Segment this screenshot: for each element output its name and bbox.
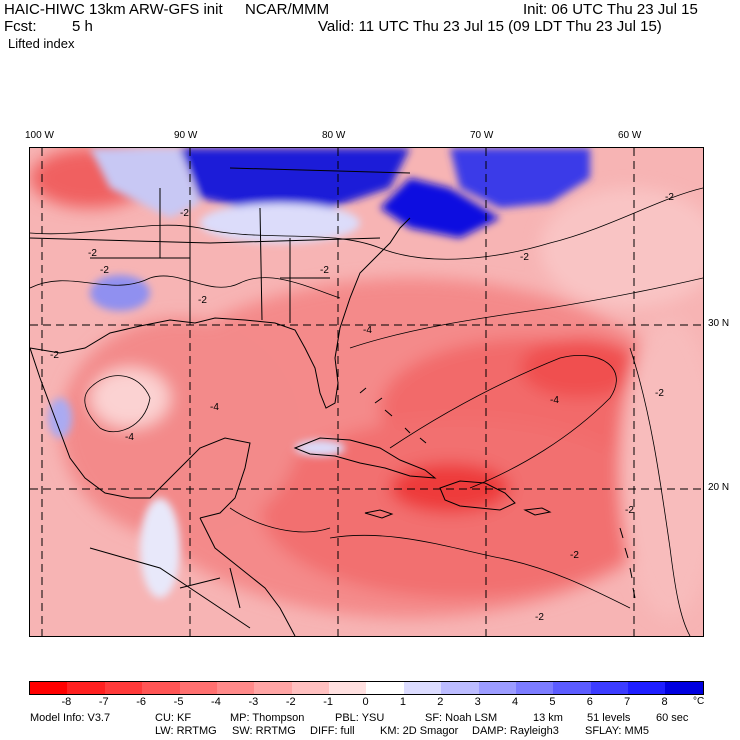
colorbar-tick-label: -5 [173, 696, 184, 708]
forecast-label: Fcst: [4, 18, 37, 35]
contour-label: -2 [520, 252, 529, 263]
contour-label: -2 [198, 295, 207, 306]
lon-label-80w: 80 W [322, 130, 346, 141]
li-contours [30, 187, 703, 636]
init-time: Init: 06 UTC Thu 23 Jul 15 [523, 1, 698, 18]
contour-label: -2 [665, 192, 674, 203]
footer-mp: MP: Thompson [230, 712, 305, 724]
contour-label: -2 [320, 265, 329, 276]
colorbar-cell [665, 682, 703, 694]
colorbar-cell [216, 682, 255, 694]
contour-label: -4 [210, 402, 219, 413]
lat-label-20n: 20 N [708, 482, 730, 493]
contour-label: -4 [125, 432, 134, 443]
colorbar-tick-label: 5 [549, 696, 556, 708]
field-name: Lifted index [8, 36, 75, 51]
footer-damp: DAMP: Rayleigh3 [472, 725, 559, 737]
colorbar-tick-label: 8 [661, 696, 668, 708]
organization: NCAR/MMM [245, 1, 330, 18]
contour-label: -4 [550, 395, 559, 406]
forecast-hour: 5 h [72, 18, 93, 35]
colorbar-tick-label: 1 [399, 696, 406, 708]
contour-label: -4 [363, 325, 372, 336]
colorbar-cell [403, 682, 442, 694]
valid-time: Valid: 11 UTC Thu 23 Jul 15 (09 LDT Thu … [318, 18, 662, 35]
lon-label-100w: 100 W [25, 130, 54, 141]
footer-sf: SF: Noah LSM [425, 712, 498, 724]
footer-sflay: SFLAY: MM5 [585, 725, 649, 737]
contour-label: -2 [655, 388, 664, 399]
colorbar-cell [254, 682, 292, 694]
footer-resolution: 13 km [533, 712, 563, 724]
map-canvas: -2 -2 -2 -2 -2 -2 -2 -2 -4 -4 -4 -4 -2 -… [30, 148, 703, 636]
contour-label: -2 [570, 550, 579, 561]
contour-label: -2 [88, 248, 97, 259]
footer-lw: LW: RRTMG [155, 725, 217, 737]
colorbar-tick-label: -6 [136, 696, 147, 708]
colorbar-tick-label: -3 [248, 696, 259, 708]
lifted-index-map: -2 -2 -2 -2 -2 -2 -2 -2 -4 -4 -4 -4 -2 -… [29, 147, 704, 637]
instability-shading [30, 148, 703, 618]
colorbar-cell [67, 682, 105, 694]
lon-label-60w: 60 W [618, 130, 642, 141]
colorbar-cell [329, 682, 367, 694]
contour-label: -2 [100, 265, 109, 276]
colorbar-tick-label: 3 [474, 696, 481, 708]
contour-label: -2 [50, 350, 59, 361]
colorbar-cell [441, 682, 479, 694]
colorbar-tick-label: 7 [624, 696, 631, 708]
colorbar-cell [553, 682, 591, 694]
contour-label-group: -2 -2 -2 -2 -2 -2 -2 -2 -4 -4 -4 -4 -2 -… [50, 192, 674, 623]
footer-pbl: PBL: YSU [335, 712, 385, 724]
colorbar-tick-label: 0 [362, 696, 369, 708]
contour-label: -2 [625, 505, 634, 516]
colorbar-cell [30, 682, 68, 694]
footer-levels: 51 levels [587, 712, 631, 724]
colorbar-cell [628, 682, 666, 694]
lon-label-90w: 90 W [174, 130, 198, 141]
colorbar-cell [104, 682, 143, 694]
colorbar-cell [515, 682, 554, 694]
colorbar-tick-label: -7 [98, 696, 109, 708]
colorbar-tick-label: 6 [586, 696, 593, 708]
lat-label-30n: 30 N [708, 318, 730, 329]
colorbar-cell [179, 682, 217, 694]
colorbar-cell [590, 682, 628, 694]
colorbar-cell [366, 682, 404, 694]
model-title: HAIC-HIWC 13km ARW-GFS init [4, 1, 223, 18]
contour-label: -2 [535, 612, 544, 623]
lon-label-70w: 70 W [470, 130, 494, 141]
footer-timestep: 60 sec [656, 712, 689, 724]
colorbar-tick-label: 2 [437, 696, 444, 708]
footer-diff: DIFF: full [310, 725, 355, 737]
colorbar-cell [142, 682, 180, 694]
colorbar-tick-label: -8 [61, 696, 72, 708]
colorbar-cell [291, 682, 329, 694]
footer-sw: SW: RRTMG [232, 725, 296, 737]
colorbar-tick-label: -1 [323, 696, 333, 708]
footer-km: KM: 2D Smagor [380, 725, 459, 737]
colorbar-tick-label: 4 [511, 696, 519, 708]
stable-area-shading [48, 148, 590, 598]
colorbar-tick-label: -4 [211, 696, 221, 708]
coastlines [30, 167, 636, 636]
contour-label: -2 [180, 208, 189, 219]
footer-model-info: Model Info: V3.7 [30, 712, 111, 724]
footer-cu: CU: KF [155, 712, 192, 724]
colorbar [29, 681, 704, 695]
colorbar-cell [478, 682, 516, 694]
colorbar-tick-label: -2 [285, 696, 296, 708]
colorbar-unit: °C [693, 696, 705, 707]
